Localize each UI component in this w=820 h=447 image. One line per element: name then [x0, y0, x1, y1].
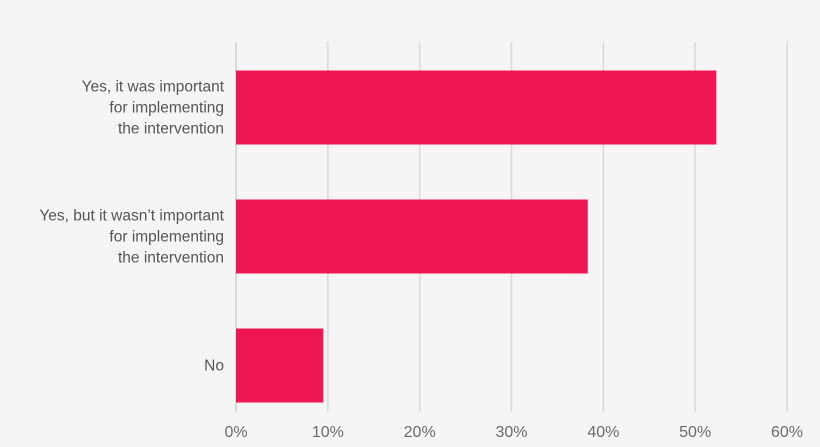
x-tick-label: 30% [495, 424, 527, 441]
category-label-line: No [204, 358, 224, 375]
category-label-line: the intervention [118, 250, 224, 267]
category-label-line: for implementing [109, 100, 224, 117]
x-tick-label: 50% [679, 424, 711, 441]
x-tick-label: 10% [312, 424, 344, 441]
category-label-line: Yes, it was important [82, 79, 225, 96]
x-tick-label: 20% [404, 424, 436, 441]
category-label: Yes, it was important for implementing the… [82, 79, 225, 138]
category-label: No [204, 358, 224, 375]
x-tick-label: 40% [587, 424, 619, 441]
x-tick-label: 60% [771, 424, 803, 441]
bar-0 [236, 70, 717, 145]
bars [236, 70, 717, 403]
bar-1 [236, 199, 588, 274]
x-axis-tick-labels: 0% 10% 20% 30% 40% 50% 60% [224, 424, 803, 441]
category-label-line: the intervention [118, 121, 224, 138]
x-tick-label: 0% [224, 424, 247, 441]
bar-2 [236, 328, 324, 403]
category-label: Yes, but it wasn’t important for implemen… [39, 208, 224, 267]
category-label-line: Yes, but it wasn’t important [39, 208, 224, 225]
category-label-line: for implementing [109, 229, 224, 246]
category-labels: Yes, it was important for implementing the… [39, 79, 224, 375]
